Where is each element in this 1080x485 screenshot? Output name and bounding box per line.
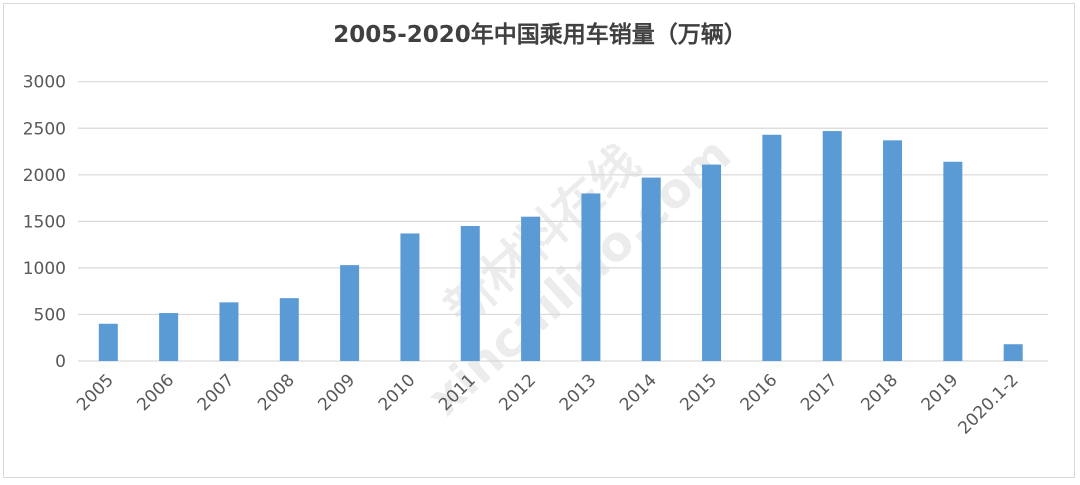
x-tick-label: 2010 [375,370,420,415]
bar-2018 [883,140,903,361]
bar-2016 [762,134,782,361]
bar-2013 [581,193,601,361]
x-tick-label: 2014 [616,370,661,415]
bar-2014 [641,177,661,361]
x-tick-label: 2005 [73,370,118,415]
x-tick-label: 2007 [194,370,239,415]
bar-2015 [702,164,722,361]
bar-2010 [400,233,420,361]
y-tick-label: 2000 [23,166,66,186]
bar-2011 [460,226,480,361]
x-tick-label: 2020.1-2 [955,370,1023,438]
bar-2009 [340,265,360,361]
x-tick-label: 2013 [556,370,601,415]
bar-2020.1-2 [1003,344,1023,361]
chart-frame [3,3,1075,478]
x-tick-label: 2015 [676,370,721,415]
bar-2012 [521,216,541,361]
x-tick-label: 2008 [254,370,299,415]
y-tick-label: 500 [34,305,66,325]
x-tick-label: 2006 [133,370,178,415]
y-tick-label: 2500 [23,119,66,139]
y-tick-label: 0 [55,352,66,372]
y-tick-label: 1000 [23,259,66,279]
bar-2017 [822,131,842,361]
watermark: 新材料在线 xincailiao.com [417,126,742,426]
x-tick-label: 2009 [314,370,359,415]
y-tick-label: 3000 [23,73,66,93]
x-tick-label: 2019 [918,370,963,415]
bar-2005 [98,323,118,361]
x-tick-label: 2018 [857,370,902,415]
bar-2008 [279,298,299,361]
x-tick-label: 2017 [797,370,842,415]
x-tick-label: 2016 [737,370,782,415]
bar-2007 [219,302,239,361]
chart-title: 2005-2020年中国乘用车销量（万辆） [333,21,747,48]
bar-2019 [943,161,963,361]
bar-2006 [159,313,179,361]
y-tick-label: 1500 [23,212,66,232]
